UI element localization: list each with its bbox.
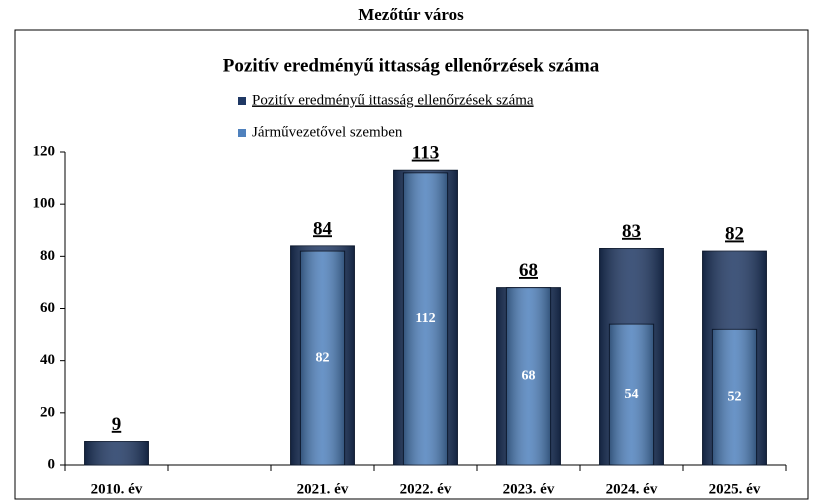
data-label: 9 bbox=[112, 414, 122, 435]
bar-shade bbox=[609, 324, 654, 465]
bar-shade bbox=[506, 287, 551, 465]
y-tick-label: 120 bbox=[33, 143, 56, 159]
x-tick-label: 2021. év bbox=[297, 481, 349, 497]
data-label: 112 bbox=[415, 311, 435, 326]
y-tick-label: 20 bbox=[40, 404, 55, 420]
data-label: 84 bbox=[313, 218, 333, 239]
y-tick-label: 80 bbox=[40, 248, 55, 264]
x-tick-label: 2022. év bbox=[400, 481, 452, 497]
legend-swatch bbox=[238, 97, 246, 105]
data-label: 54 bbox=[625, 387, 639, 402]
x-tick-label: 2024. év bbox=[606, 481, 658, 497]
y-tick-label: 60 bbox=[40, 300, 55, 316]
bar-shade bbox=[300, 251, 345, 465]
data-label: 82 bbox=[725, 223, 744, 244]
data-label: 83 bbox=[622, 221, 641, 242]
legend-swatch bbox=[238, 129, 246, 137]
data-label: 68 bbox=[519, 260, 538, 281]
chart-title: Mezőtúr város bbox=[358, 5, 464, 24]
data-label: 113 bbox=[412, 143, 439, 164]
bar-shade bbox=[712, 329, 757, 465]
y-tick-label: 100 bbox=[33, 196, 56, 212]
data-label: 82 bbox=[316, 350, 330, 365]
chart-subtitle: Pozitív eredményű ittasság ellenőrzések … bbox=[223, 55, 600, 76]
legend-label: Pozitív eredményű ittasság ellenőrzések … bbox=[252, 92, 534, 108]
y-tick-label: 0 bbox=[48, 456, 56, 472]
data-label: 52 bbox=[728, 389, 742, 404]
x-tick-label: 2010. év bbox=[91, 481, 143, 497]
x-tick-label: 2023. év bbox=[503, 481, 555, 497]
bar-shade bbox=[84, 441, 149, 465]
chart-frame bbox=[14, 29, 809, 500]
bar-shade bbox=[403, 172, 448, 465]
x-tick-label: 2025. év bbox=[709, 481, 761, 497]
legend-label: Járművezetővel szemben bbox=[252, 124, 403, 140]
y-tick-label: 40 bbox=[40, 352, 55, 368]
data-label: 68 bbox=[522, 369, 536, 384]
